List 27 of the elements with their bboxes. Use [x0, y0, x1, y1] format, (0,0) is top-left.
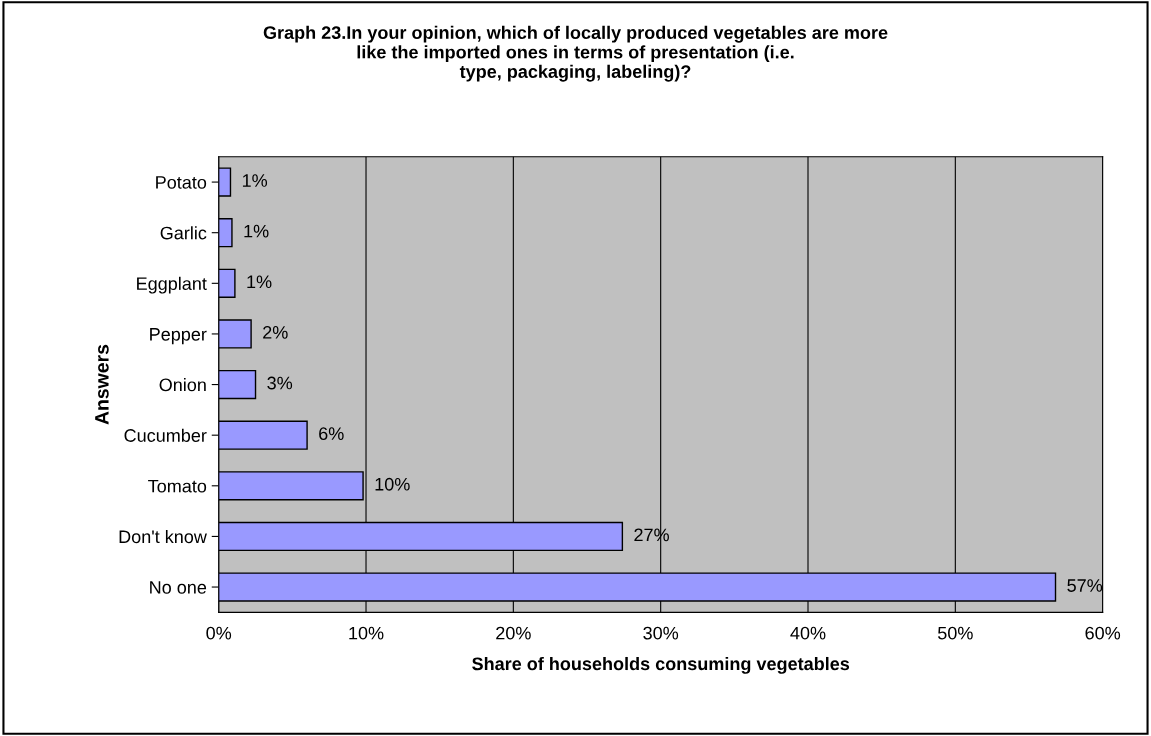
x-tick-label: 40%	[790, 626, 826, 640]
x-axis-title: Share of households consuming vegetables	[472, 656, 850, 674]
x-tick-label: 30%	[643, 626, 679, 640]
chart-title: Graph 23.In your opinion, which of locally produced vegetables are more like the imported ones in terms of presentation (i.e. type, packaging, labeling)?	[263, 25, 888, 82]
x-tick-label: 50%	[937, 626, 973, 640]
x-tick-label: 20%	[496, 626, 531, 640]
data-label: 1%	[242, 174, 268, 187]
data-label: 6%	[319, 427, 344, 441]
y-tick-label: Pepper	[150, 328, 207, 345]
y-tick-label: Cucumber	[124, 428, 207, 442]
x-tick-label: 10%	[349, 626, 384, 640]
data-label: 1%	[247, 275, 272, 289]
y-axis-title: Answers	[95, 344, 109, 425]
y-tick-label: Potato	[156, 176, 207, 189]
y-tick-label: Garlic	[160, 226, 207, 240]
data-label: 2%	[263, 326, 288, 339]
data-label: 57%	[1067, 579, 1103, 592]
y-tick-label: Onion	[159, 378, 206, 392]
data-label: 1%	[244, 224, 269, 238]
y-tick-label: Don't know	[119, 529, 207, 544]
x-tick-label: 0%	[206, 626, 232, 640]
x-tick-label: 60%	[1085, 626, 1121, 640]
data-label: 10%	[375, 477, 410, 491]
y-tick-label: Eggplant	[137, 276, 207, 294]
data-label: 3%	[267, 376, 293, 390]
y-tick-label: Tomato	[148, 479, 207, 493]
y-tick-label: No one	[150, 581, 207, 594]
